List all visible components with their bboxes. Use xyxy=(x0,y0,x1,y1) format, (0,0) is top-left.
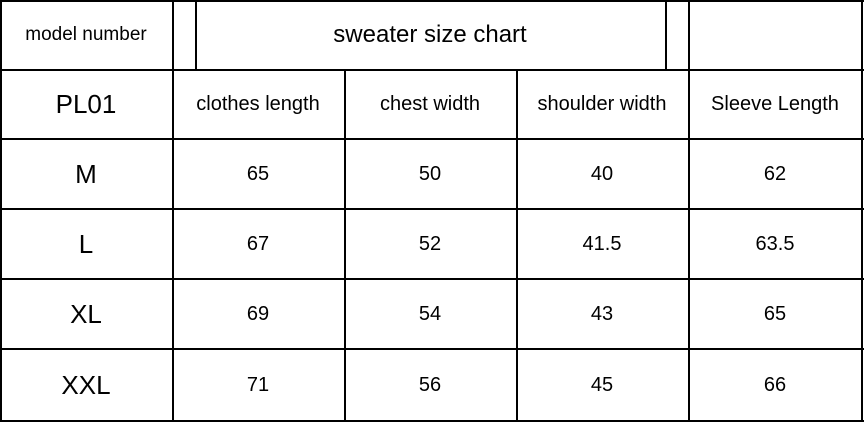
grid-line xyxy=(861,0,863,422)
column-header: Sleeve Length xyxy=(711,93,839,115)
table-cell: 69 xyxy=(246,302,270,325)
table-cell: 43 xyxy=(590,302,614,325)
model-number-label: model number xyxy=(25,24,147,45)
model-code: PL01 xyxy=(55,89,117,119)
size-label: L xyxy=(78,228,94,259)
size-label: XXL xyxy=(61,369,111,400)
table-cell: 52 xyxy=(418,232,442,255)
column-header: shoulder width xyxy=(537,93,667,115)
grid-line xyxy=(0,208,864,210)
grid-line xyxy=(0,69,864,71)
table-cell: 65 xyxy=(246,162,270,185)
grid-line xyxy=(0,420,864,422)
size-label: XL xyxy=(70,298,102,329)
column-header: chest width xyxy=(379,93,481,115)
grid-line xyxy=(344,70,346,422)
table-cell: 40 xyxy=(590,162,614,185)
grid-line xyxy=(688,0,690,422)
table-cell: 56 xyxy=(418,373,442,396)
table-cell: 50 xyxy=(418,162,442,185)
table-cell: 66 xyxy=(763,373,787,396)
table-cell: 63.5 xyxy=(755,232,795,255)
table-cell: 54 xyxy=(418,302,442,325)
size-label: M xyxy=(75,158,97,189)
grid-line xyxy=(0,138,864,140)
grid-line xyxy=(0,278,864,280)
column-header: clothes length xyxy=(196,93,320,115)
chart-title: sweater size chart xyxy=(333,21,527,48)
grid-line xyxy=(665,0,667,70)
grid-line xyxy=(172,0,174,422)
grid-line xyxy=(0,0,864,2)
table-cell: 65 xyxy=(763,302,787,325)
grid-line xyxy=(516,70,518,422)
table-cell: 45 xyxy=(590,373,614,396)
grid-line xyxy=(0,348,864,350)
grid-line xyxy=(195,0,197,70)
table-cell: 67 xyxy=(246,232,270,255)
table-cell: 41.5 xyxy=(582,232,622,255)
grid-line xyxy=(0,0,2,422)
table-cell: 62 xyxy=(763,162,787,185)
table-cell: 71 xyxy=(246,373,270,396)
